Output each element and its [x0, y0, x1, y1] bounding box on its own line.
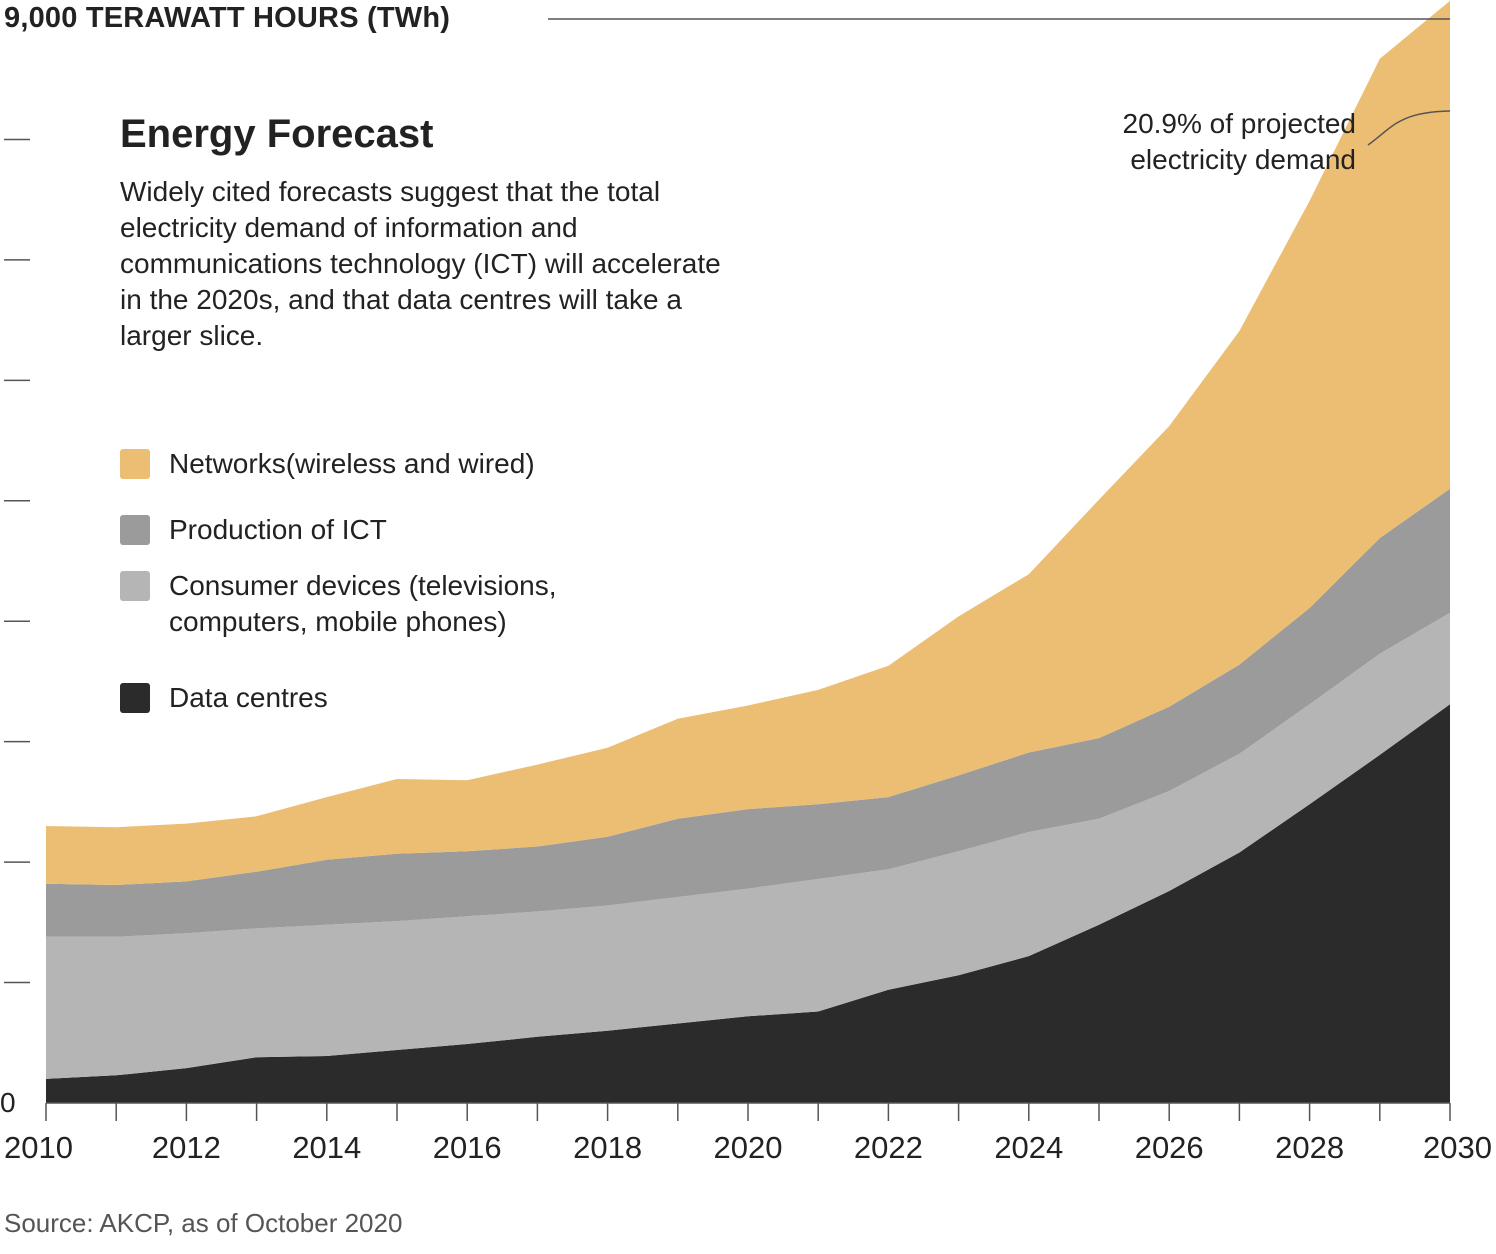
- y-axis-ticks: [4, 138, 30, 984]
- area-data-centres: [46, 704, 1450, 1103]
- x-tick-label-2010: 2010: [4, 1130, 73, 1165]
- annotation-line-1: 20.9% of projected: [1122, 108, 1357, 139]
- legend-item-data-centres: Data centres: [120, 680, 629, 716]
- annotation-label: 20.9% of projected electricity demand: [1123, 106, 1357, 178]
- annotation-line-2: electricity demand: [1130, 144, 1356, 175]
- source-note: Source: AKCP, as of October 2020: [4, 1208, 403, 1238]
- chart-subtitle: Widely cited forecasts suggest that the …: [120, 176, 721, 351]
- x-tick-label-2020: 2020: [714, 1130, 783, 1165]
- chart-title: Energy Forecast: [120, 112, 434, 156]
- x-tick-label-2016: 2016: [433, 1130, 502, 1165]
- area-networks: [46, 0, 1450, 885]
- legend-label-consumer: Consumer devices (televisions, computers…: [169, 570, 557, 637]
- x-tick-label-2022: 2022: [854, 1130, 923, 1165]
- x-tick-label-2018: 2018: [573, 1130, 642, 1165]
- y-axis-title: 9,000 TERAWATT HOURS (TWh): [4, 2, 451, 34]
- area-production: [46, 488, 1450, 937]
- legend-swatch-production: [120, 515, 150, 545]
- legend-label-production: Production of ICT: [169, 514, 387, 545]
- x-tick-label-2024: 2024: [994, 1130, 1063, 1165]
- x-tick-label-2026: 2026: [1135, 1130, 1204, 1165]
- legend-swatch-networks: [120, 449, 150, 479]
- legend-label-data-centres: Data centres: [169, 682, 328, 713]
- legend-swatch-data-centres: [120, 683, 150, 713]
- stacked-areas: [46, 0, 1450, 1103]
- legend-swatch-consumer: [120, 571, 150, 601]
- legend-item-production: Production of ICT: [120, 512, 629, 548]
- area-consumer: [46, 612, 1450, 1079]
- x-tick-label-2012: 2012: [152, 1130, 221, 1165]
- legend-item-consumer: Consumer devices (televisions, computers…: [120, 568, 639, 640]
- legend-item-networks: Networks(wireless and wired): [120, 446, 629, 482]
- x-tick-label-2028: 2028: [1275, 1130, 1344, 1165]
- legend-label-networks: Networks(wireless and wired): [169, 448, 535, 479]
- x-tick-label-2014: 2014: [292, 1130, 361, 1165]
- y-tick-label-zero: 0: [0, 1087, 16, 1118]
- x-tick-label-2030: 2030: [1423, 1130, 1492, 1165]
- annotation-leader-line: [1367, 110, 1451, 146]
- x-axis: 2010 2012 2014 2016 2018 2020 2022 2024 2026 2028…: [4, 1102, 1492, 1165]
